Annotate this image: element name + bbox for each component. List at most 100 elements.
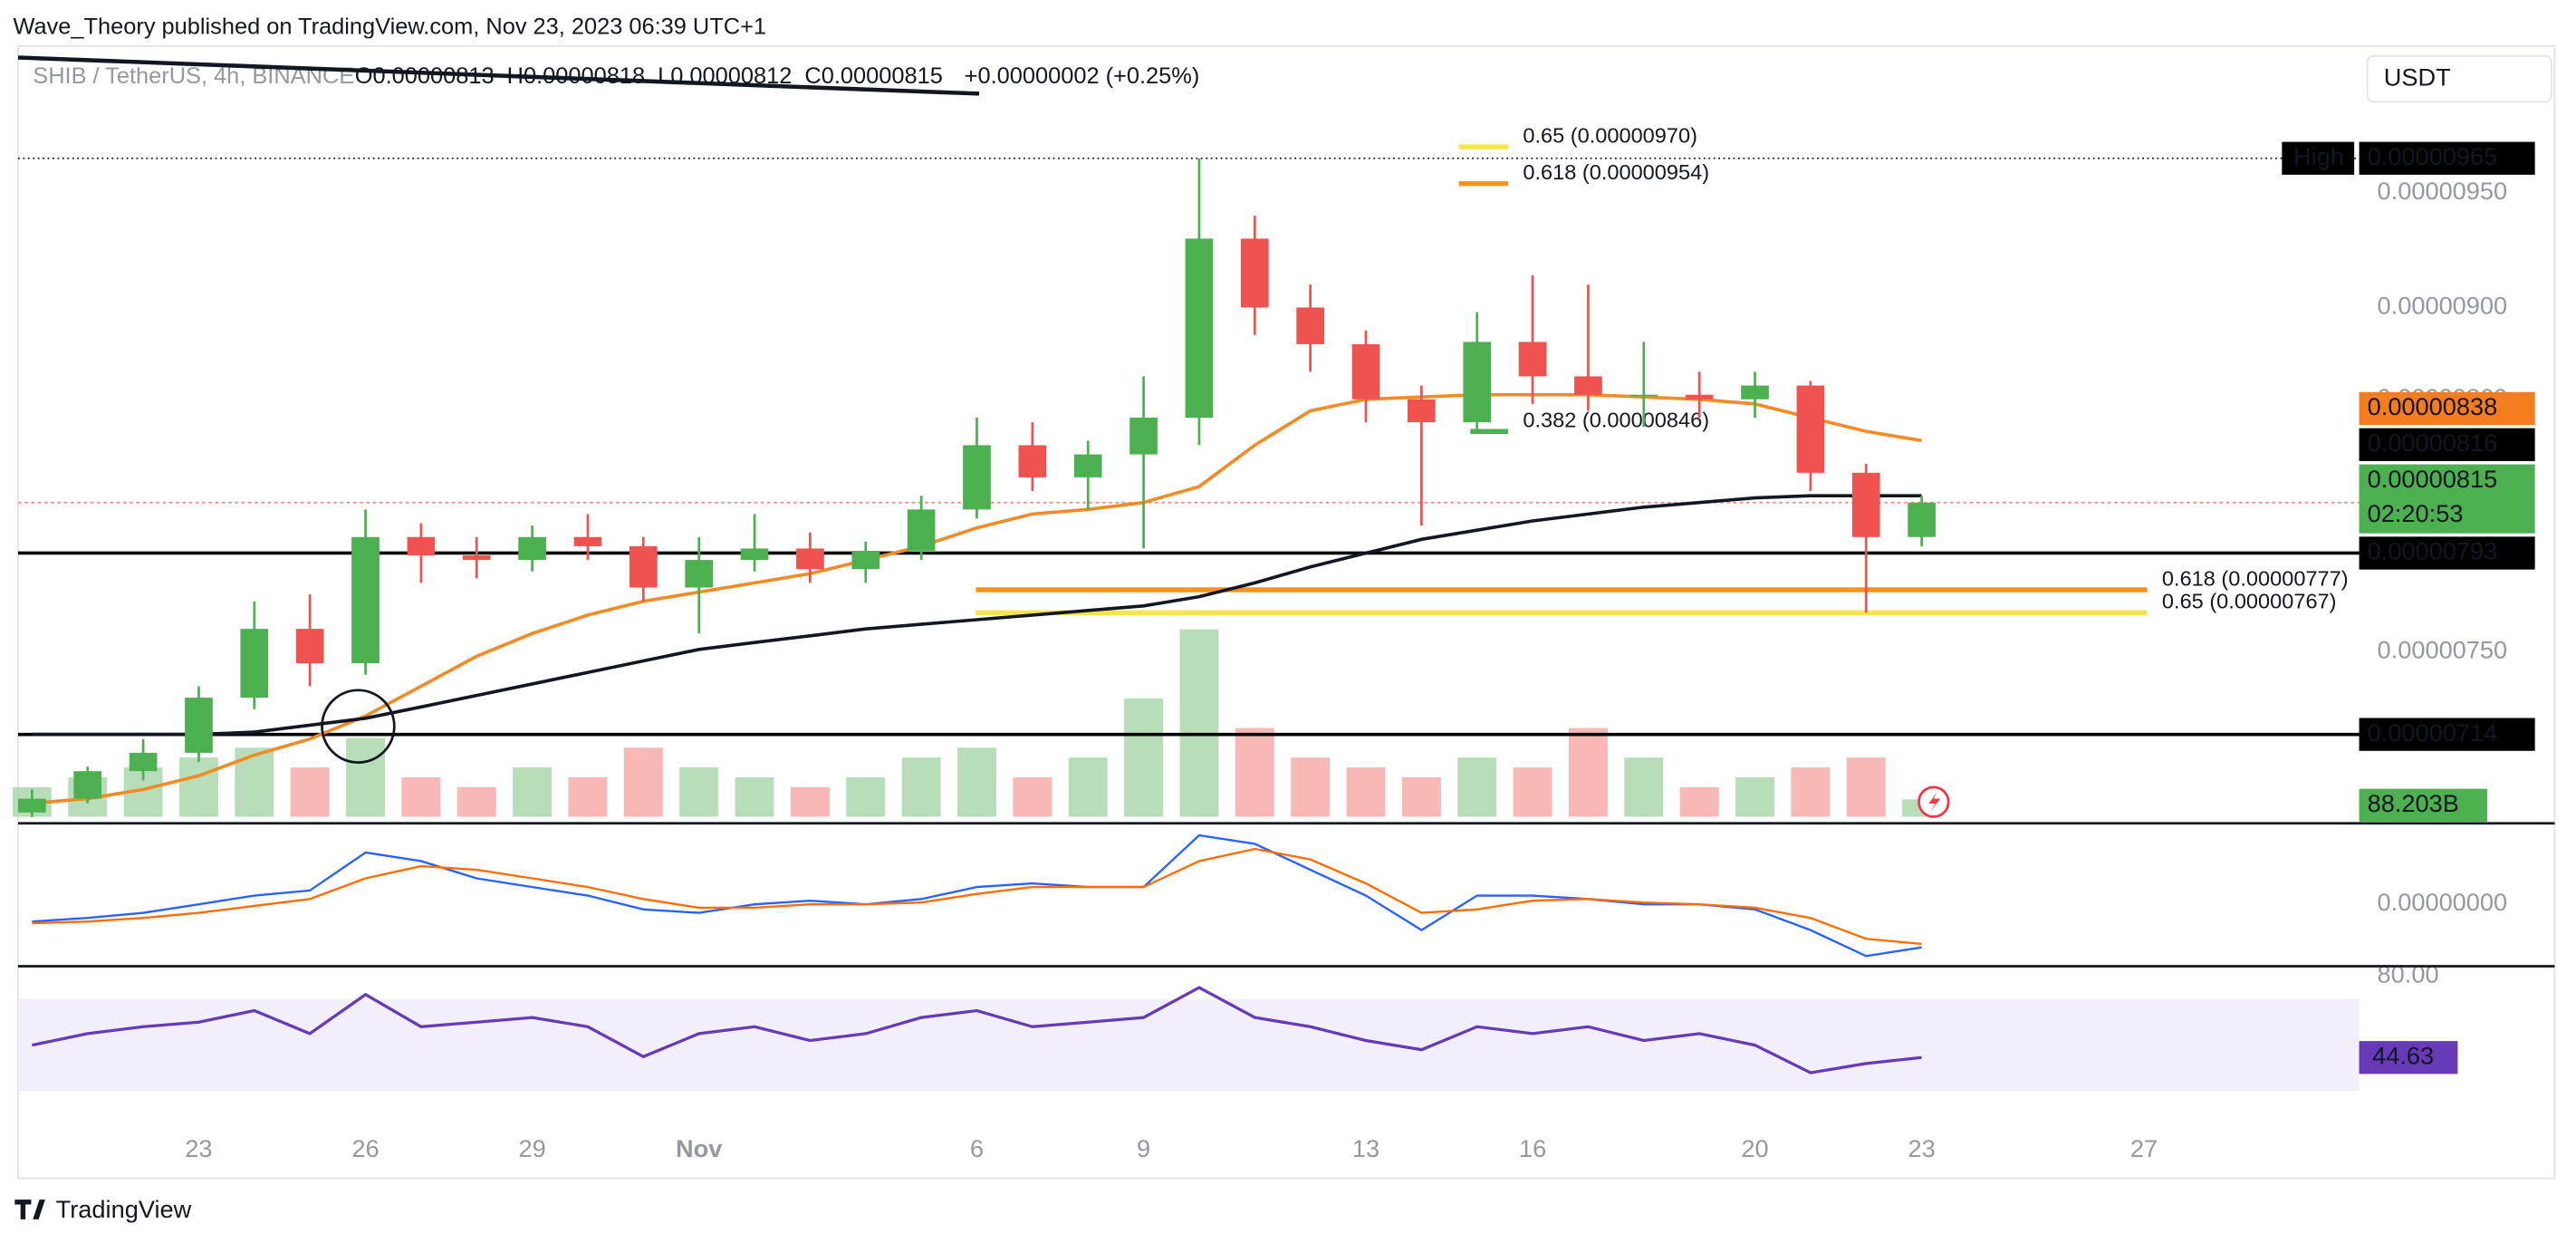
high-value: 0.00000965 bbox=[2368, 142, 2498, 170]
candle-body bbox=[185, 698, 213, 753]
candle-body bbox=[1463, 342, 1492, 423]
candle-body bbox=[1408, 399, 1436, 423]
x-tick-label: 29 bbox=[518, 1134, 545, 1162]
rsi-tag bbox=[2359, 1041, 2458, 1074]
volume-bar bbox=[401, 776, 441, 817]
candle-body bbox=[1073, 454, 1102, 477]
brand: TradingView bbox=[56, 1195, 192, 1223]
price-tag bbox=[2359, 536, 2535, 570]
price-tag-label: 0.00000815 bbox=[2368, 465, 2498, 493]
currency-button[interactable] bbox=[2366, 54, 2552, 103]
volume-bar bbox=[1401, 776, 1441, 817]
candle-body bbox=[963, 445, 991, 510]
candle-body bbox=[351, 536, 380, 664]
candle-body bbox=[1574, 376, 1602, 395]
fib-label: 0.382 (0.00000846) bbox=[1523, 409, 1709, 432]
x-tick-label: 23 bbox=[1908, 1134, 1935, 1162]
candle-body bbox=[73, 771, 102, 799]
candle-body bbox=[407, 536, 436, 556]
currency: USDT bbox=[2384, 63, 2451, 91]
volume-bar bbox=[735, 776, 774, 817]
volume-bar bbox=[1179, 629, 1219, 817]
candle-body bbox=[740, 548, 769, 561]
y-tick-label: 0.00000750 bbox=[2378, 636, 2508, 664]
candle-body bbox=[1351, 343, 1380, 400]
x-tick-label: 23 bbox=[185, 1134, 212, 1162]
rsi-band bbox=[17, 998, 2360, 1092]
x-tick-label: 9 bbox=[1137, 1134, 1150, 1162]
volume-bar bbox=[1457, 757, 1497, 817]
volume-bar bbox=[1513, 767, 1552, 817]
fib-label: 0.65 (0.00000970) bbox=[1523, 123, 1697, 147]
rsi-line bbox=[32, 986, 1922, 1074]
candle-body bbox=[573, 536, 602, 546]
volume-bar bbox=[1735, 776, 1775, 817]
countdown: 02:20:53 bbox=[2368, 499, 2464, 527]
change: +0.00000002 (+0.25%) bbox=[965, 63, 1200, 89]
volume-bar bbox=[679, 767, 719, 817]
ohlc: O0.00000813 H0.00000818 L0.00000812 C0.0… bbox=[355, 63, 943, 89]
volume-bar bbox=[623, 747, 663, 817]
volume-bar bbox=[901, 757, 941, 817]
price-tag-label: 0.00000793 bbox=[2368, 537, 2498, 565]
event-bolt bbox=[1928, 792, 1941, 813]
volume-bar bbox=[290, 767, 330, 817]
candle-body bbox=[1851, 472, 1880, 537]
candle-body bbox=[1129, 418, 1158, 455]
candle-body bbox=[240, 629, 269, 699]
candle-body bbox=[518, 536, 546, 561]
high-tag bbox=[2282, 141, 2355, 175]
x-tick-label: 20 bbox=[1741, 1134, 1768, 1162]
price-tag bbox=[2359, 391, 2535, 426]
plot: 23 26 29 Nov 6 9 13 16 20 23 27 0.00000950 0.0000090… bbox=[12, 123, 2535, 1162]
y-tick-label: 0.00000000 bbox=[2378, 888, 2508, 916]
high-value-tag bbox=[2359, 141, 2535, 175]
volume-bar bbox=[513, 767, 553, 817]
byline: Wave_Theory published on TradingView.com… bbox=[14, 14, 767, 40]
volume-bar bbox=[846, 776, 886, 817]
macd-line bbox=[32, 847, 1922, 946]
moving-average bbox=[32, 494, 1922, 737]
price-tag bbox=[2359, 718, 2535, 751]
volume-bar bbox=[1846, 757, 1886, 817]
candle-body bbox=[18, 798, 46, 813]
volume-label: 88.203B bbox=[2368, 789, 2459, 817]
chart-frame bbox=[17, 44, 2556, 1180]
volume-bar bbox=[1068, 757, 1108, 817]
volume-bar bbox=[790, 786, 830, 817]
volume-bar bbox=[346, 737, 386, 817]
candle-body bbox=[796, 548, 824, 570]
candle-body bbox=[1518, 342, 1547, 377]
volume-bar bbox=[1291, 757, 1331, 817]
volume-bar bbox=[957, 747, 996, 817]
volume-bar bbox=[1679, 786, 1719, 817]
candle-body bbox=[1240, 238, 1269, 308]
rsi-value: 44.63 bbox=[2372, 1041, 2434, 1069]
candle-body bbox=[1629, 394, 1658, 397]
candle-body bbox=[462, 555, 491, 561]
x-tick-label: Nov bbox=[676, 1134, 722, 1162]
logo bbox=[14, 1200, 45, 1219]
candle-body bbox=[1185, 238, 1214, 419]
y-tick-label: 0.00000900 bbox=[2378, 292, 2508, 320]
volume-bar bbox=[1624, 757, 1664, 817]
candle-body bbox=[1018, 445, 1047, 477]
candle-body bbox=[1796, 385, 1825, 473]
volume-bar bbox=[235, 747, 274, 817]
price-tag-label: 0.00000816 bbox=[2368, 429, 2498, 457]
candle-body bbox=[295, 629, 324, 664]
x-tick-label: 6 bbox=[970, 1134, 984, 1162]
x-tick-label: 16 bbox=[1519, 1134, 1546, 1162]
price-tag-label: 0.00000838 bbox=[2368, 392, 2498, 420]
candle-body bbox=[129, 752, 158, 772]
volume-bar bbox=[1568, 727, 1608, 817]
x-tick-label: 26 bbox=[351, 1134, 379, 1162]
price-tag bbox=[2359, 464, 2535, 534]
volume-bar bbox=[457, 786, 496, 817]
price-tag-label: 0.00000714 bbox=[2368, 718, 2498, 747]
y-tick-label: 0.00000950 bbox=[2378, 177, 2508, 205]
candle-body bbox=[1296, 307, 1324, 344]
volume-bar bbox=[1013, 776, 1053, 817]
candle-body bbox=[1685, 394, 1714, 400]
